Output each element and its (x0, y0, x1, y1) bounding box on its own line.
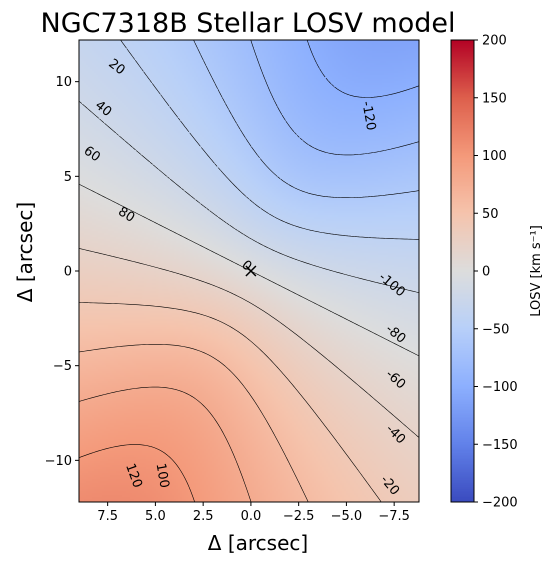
x-tick-label: −2.5 (283, 509, 315, 524)
y-tick-label: 0 (64, 265, 72, 280)
contour-line (79, 386, 252, 502)
y-tick-label: 10 (55, 75, 72, 90)
colorbar-ticks: 200 150 100 50 0 −50 −100 −150 −200 (474, 34, 518, 511)
y-axis-label: Δ [arcsec] (13, 202, 37, 302)
contour-label: 100 (153, 462, 172, 489)
center-x-marker (245, 265, 257, 277)
colorbar-tick-label: 100 (482, 149, 507, 164)
contour-line (79, 302, 382, 502)
x-axis-label: Δ [arcsec] (208, 531, 308, 555)
contour-line (306, 40, 419, 98)
colorbar-label: LOSV [km s⁻¹] (529, 225, 544, 317)
contour-line (79, 344, 309, 502)
colorbar-gradient (451, 40, 474, 502)
colorbar: 200 150 100 50 0 −50 −100 −150 −200 LOSV [km s⁻¹… (450, 34, 544, 511)
chart-title: NGC7318B Stellar LOSV model (41, 8, 456, 39)
colorbar-tick-label: −150 (482, 438, 518, 453)
contour-line (79, 248, 419, 438)
center-marker (245, 265, 257, 277)
colorbar-tick-label: −100 (482, 380, 518, 395)
contour-line (79, 100, 419, 293)
x-tick-label: −7.5 (378, 509, 410, 524)
contour-label: 80 (115, 204, 137, 225)
x-axis: 7.5 5.0 2.5 0.0 −2.5 −5.0 −7.5 (97, 502, 410, 524)
colorbar-tick-label: 0 (482, 265, 490, 280)
contour-label: -120 (358, 100, 378, 132)
colorbar-tick-label: 50 (482, 207, 499, 222)
x-tick-label: 0.0 (241, 509, 262, 524)
y-tick-label: −5 (53, 359, 72, 374)
colorbar-tick-label: 200 (482, 34, 507, 49)
contour-lines (79, 40, 419, 502)
x-tick-label: −5.0 (331, 509, 363, 524)
colorbar-tick-label: 150 (482, 91, 507, 106)
x-tick-label: 5.0 (145, 509, 166, 524)
contour-line (79, 444, 195, 502)
x-tick-label: 2.5 (193, 509, 214, 524)
contour-line (250, 40, 419, 156)
colorbar-tick-label: −200 (482, 496, 518, 511)
colorbar-tick-label: −50 (482, 322, 509, 337)
velocity-field-image (79, 40, 419, 502)
contour-line (120, 40, 419, 240)
x-tick-label: 7.5 (97, 509, 118, 524)
y-tick-label: 5 (64, 170, 72, 185)
y-axis: 10 5 0 −5 −10 (45, 75, 79, 469)
y-tick-label: −10 (45, 454, 72, 469)
contour-line (193, 40, 419, 198)
